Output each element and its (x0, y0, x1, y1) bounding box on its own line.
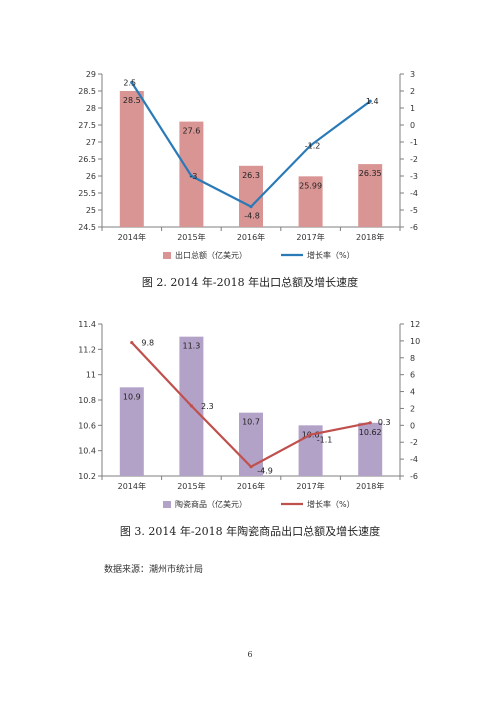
bar (298, 176, 323, 227)
bar-value-label: 26.35 (359, 169, 382, 178)
x-tick-label: 2016年 (237, 232, 265, 242)
right-tick-label: -5 (410, 206, 418, 215)
left-tick-label: 28.5 (78, 87, 96, 96)
bar-value-label: 27.6 (182, 127, 200, 136)
right-tick-label: -6 (410, 223, 418, 232)
right-tick-label: 6 (410, 371, 415, 380)
left-tick-label: 29 (86, 70, 96, 79)
line-point (309, 433, 313, 437)
bar-value-label: 10.7 (242, 418, 260, 427)
line-value-label: 9.8 (141, 339, 154, 348)
line-point (249, 205, 253, 209)
figure-2-caption: 图 2. 2014 年-2018 年出口总额及增长速度 (141, 276, 359, 289)
right-tick-label: -1 (410, 138, 418, 147)
ceramic-export-chart: 11.4 11.2 11 10.8 10.6 10.4 10.2 12 10 8 6 4 2 0 -2 -4 -… (0, 312, 500, 517)
right-tick-label: -6 (410, 472, 418, 481)
right-tick-label: 0 (410, 421, 415, 430)
left-tick-label: 28 (86, 104, 96, 113)
line-point (368, 421, 372, 425)
right-tick-label: -3 (410, 172, 418, 181)
line-value-label: 0.3 (378, 418, 391, 427)
right-tick-label: 1 (410, 104, 415, 113)
right-tick-label: -4 (410, 189, 418, 198)
line-point (368, 99, 372, 103)
left-tick-label: 11 (86, 371, 96, 380)
line-value-label: 1.4 (366, 97, 379, 106)
x-tick-label: 2015年 (177, 481, 205, 491)
bar-value-label: 10.9 (123, 392, 141, 401)
legend-swatch-bar (163, 501, 171, 508)
bar (358, 164, 383, 227)
page-number: 6 (247, 650, 253, 659)
left-tick-label: 11.2 (78, 345, 96, 354)
x-tick-label: 2017年 (296, 481, 324, 491)
export-total-chart-svg: 29 28.5 28 27.5 27 26.5 26 25.5 25 24.5 3 2 1 0 -1 -2 -3… (78, 70, 418, 260)
x-tick-label: 2014年 (118, 481, 146, 491)
bar (358, 422, 383, 476)
bar (119, 91, 144, 227)
right-tick-label: -2 (410, 155, 418, 164)
left-tick-label: 10.2 (78, 472, 96, 481)
legend-swatch-bar (163, 252, 171, 259)
line-value-label: -4.9 (257, 467, 273, 476)
figure-3-caption: 图 3. 2014 年-2018 年陶瓷商品出口总额及增长速度 (119, 525, 381, 538)
line-value-label: -1.2 (305, 141, 321, 150)
x-tick-label: 2015年 (177, 232, 205, 242)
line-point (130, 80, 134, 85)
left-tick-label: 27 (86, 138, 96, 147)
line-point (189, 404, 193, 408)
left-tick-label: 10.4 (78, 447, 96, 456)
legend-label-line: 增长率（%） (307, 499, 355, 509)
bar-value-label: 11.3 (182, 342, 200, 351)
left-tick-label: 25.5 (78, 189, 96, 198)
left-tick-label: 11.4 (78, 320, 96, 329)
legend-label-line: 增长率（%） (307, 250, 355, 260)
line-value-label: -4.8 (244, 212, 260, 221)
right-tick-label: 4 (410, 388, 415, 397)
ceramic-export-chart-svg: 11.4 11.2 11 10.8 10.6 10.4 10.2 12 10 8 6 4 2 0 -2 -4 -… (78, 320, 420, 509)
right-tick-label: 3 (410, 70, 415, 79)
line-point (130, 340, 134, 345)
legend-label-bar: 出口总额（亿美元） (175, 250, 247, 260)
bar-value-label: 25.99 (299, 181, 322, 190)
line-value-label: 2.5 (123, 79, 136, 88)
line-point (189, 174, 193, 178)
right-tick-label: 8 (410, 354, 415, 363)
bar-value-label: 26.3 (242, 171, 260, 180)
right-tick-label: 12 (410, 320, 420, 329)
right-tick-label: 10 (410, 337, 420, 346)
data-source-note: 数据来源：潮州市统计局 (104, 565, 204, 575)
line-point (309, 143, 313, 147)
x-tick-label: 2016年 (237, 481, 265, 491)
right-tick-label: 2 (410, 87, 415, 96)
bar (239, 165, 263, 227)
bar-value-label: 10.62 (359, 428, 382, 437)
left-tick-label: 26.5 (78, 155, 96, 164)
right-tick-label: -4 (410, 455, 418, 464)
right-tick-label: -2 (410, 438, 418, 447)
right-tick-label: 2 (410, 404, 415, 413)
right-tick-label: 0 (410, 121, 415, 130)
x-tick-label: 2018年 (356, 232, 384, 242)
line-value-label: 2.3 (201, 402, 214, 411)
line-point (249, 465, 253, 469)
left-tick-label: 26 (86, 172, 96, 181)
x-tick-label: 2018年 (356, 481, 384, 491)
left-tick-label: 10.6 (78, 421, 96, 430)
export-total-chart: 29 28.5 28 27.5 27 26.5 26 25.5 25 24.5 3 2 1 0 -1 -2 -3… (0, 62, 500, 272)
bar (119, 387, 144, 476)
left-tick-label: 24.5 (78, 223, 96, 232)
x-tick-label: 2014年 (118, 232, 146, 242)
bar-value-label: 28.5 (123, 96, 141, 105)
left-tick-label: 27.5 (78, 121, 96, 130)
left-tick-label: 25 (86, 206, 96, 215)
left-tick-label: 10.8 (78, 396, 96, 405)
line-value-label: -3 (189, 172, 197, 181)
line-value-label: -1.1 (317, 436, 333, 445)
x-tick-label: 2017年 (296, 232, 324, 242)
legend-label-bar: 陶瓷商品（亿美元） (175, 499, 247, 509)
